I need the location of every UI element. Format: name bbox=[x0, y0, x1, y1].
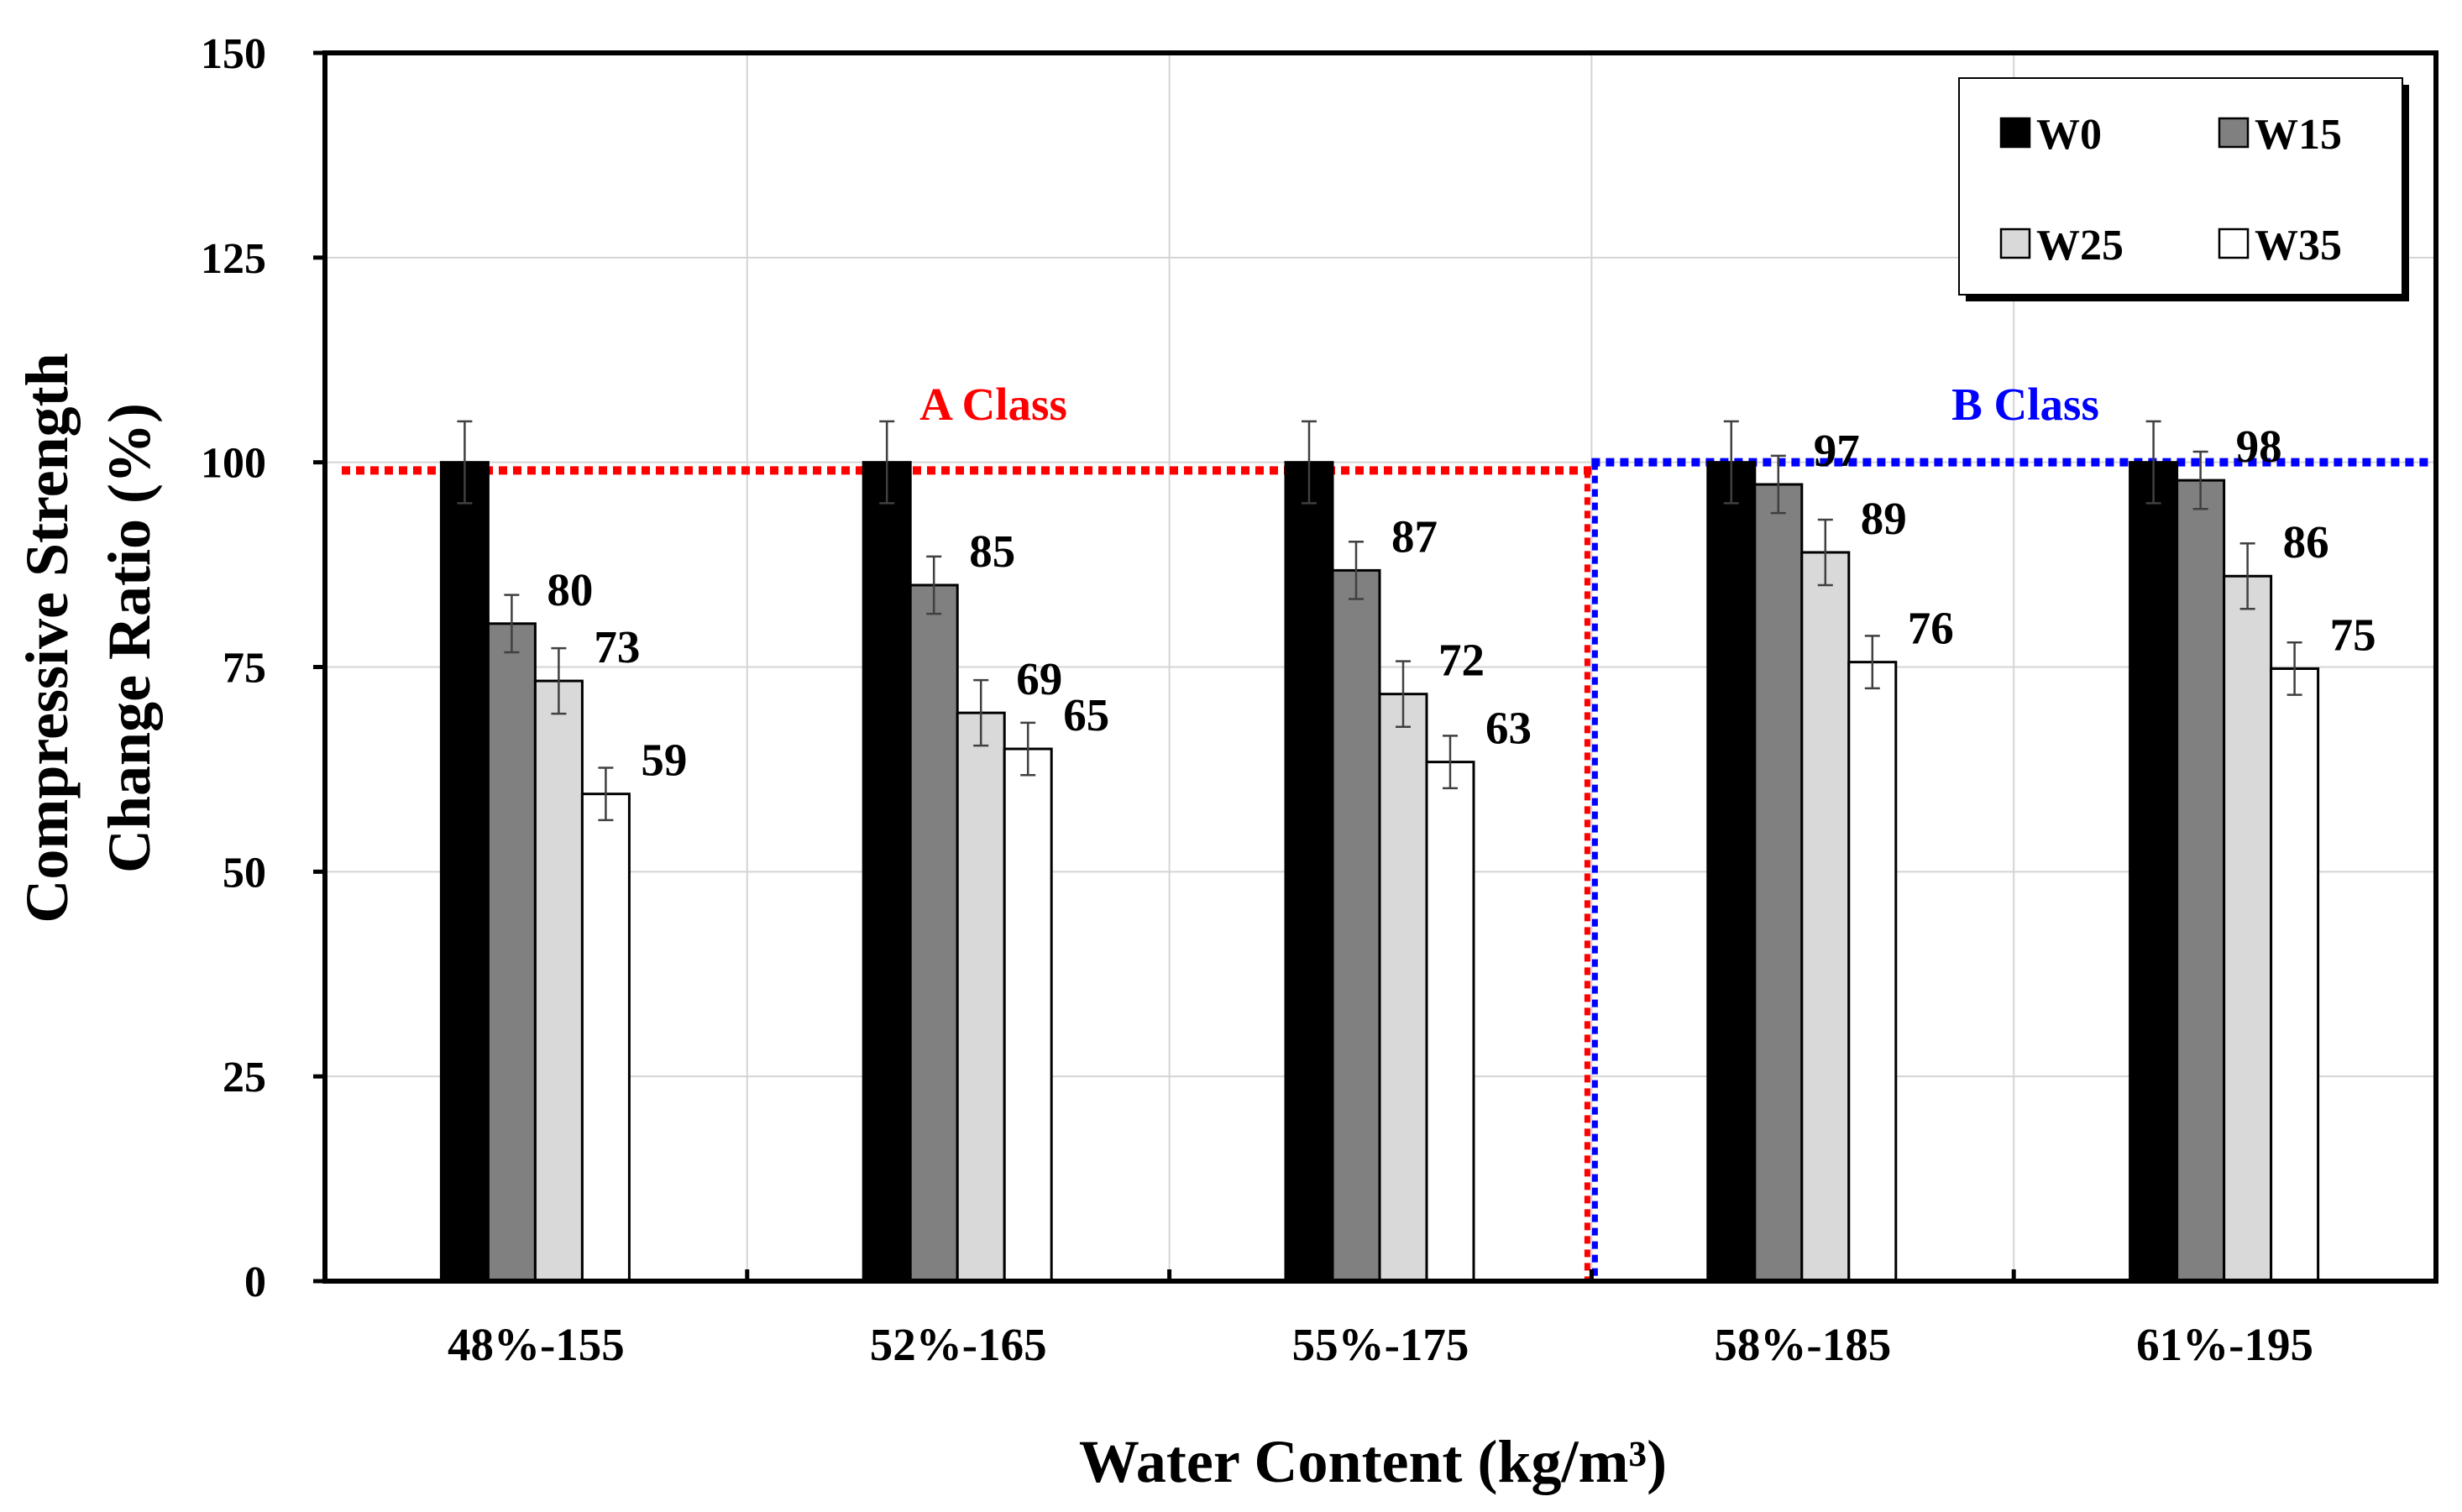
bar-w0 bbox=[439, 461, 490, 1283]
legend-label-w15: W15 bbox=[2255, 111, 2342, 159]
data-label-w35: 63 bbox=[1485, 703, 1532, 754]
y-axis-label-line2: Change Ratio (%) bbox=[96, 403, 163, 873]
bar-w35 bbox=[580, 793, 631, 1283]
reference-lines bbox=[342, 458, 2436, 1281]
axis-ticks bbox=[313, 50, 2016, 1284]
legend-swatch-w0 bbox=[1999, 117, 2031, 149]
data-label-w15: 85 bbox=[969, 526, 1015, 577]
x-tick-label: 52%-165 bbox=[870, 1319, 1047, 1370]
data-label-w35: 75 bbox=[2330, 609, 2376, 660]
x-tick-labels: 48%-155 52%-165 55%-175 58%-185 61%-195 bbox=[448, 1319, 2313, 1370]
y-tick-label: 100 bbox=[201, 440, 266, 488]
data-label-w25: 72 bbox=[1438, 635, 1485, 686]
data-label-w15: 97 bbox=[1814, 425, 1860, 476]
bar-w25 bbox=[533, 679, 584, 1283]
b-class-annotation: B Class bbox=[1951, 379, 2099, 430]
legend-box bbox=[1958, 77, 2403, 296]
data-label-w25: 69 bbox=[1016, 653, 1062, 704]
legend-swatch-w15 bbox=[2218, 117, 2250, 149]
y-tick-label: 0 bbox=[244, 1258, 266, 1306]
data-label-w35: 76 bbox=[1908, 603, 1954, 654]
x-axis-label: Water Content (kg/m³) bbox=[1079, 1428, 1667, 1495]
y-tick-label: 150 bbox=[201, 30, 266, 78]
legend-swatch-w25 bbox=[1999, 228, 2031, 259]
x-tick-label: 58%-185 bbox=[1714, 1319, 1891, 1370]
y-axis-label-line1: Compressive Strength bbox=[13, 353, 81, 923]
legend-label-w25: W25 bbox=[2036, 222, 2124, 269]
data-label-w25: 89 bbox=[1861, 493, 1907, 544]
x-tick-label: 61%-195 bbox=[2136, 1319, 2313, 1370]
bar-w35 bbox=[1425, 761, 1475, 1283]
y-tick-label: 50 bbox=[223, 849, 266, 897]
bar-w15 bbox=[486, 622, 537, 1283]
data-label-w15: 80 bbox=[547, 564, 593, 615]
bar-w0 bbox=[862, 461, 912, 1283]
bar-w0 bbox=[1706, 461, 1757, 1283]
data-label-w35: 59 bbox=[641, 735, 687, 786]
bar-w15 bbox=[1331, 568, 1381, 1283]
legend: W0 W15 W25 W35 bbox=[1958, 77, 2409, 301]
bar-w25 bbox=[1800, 551, 1851, 1283]
bar-w25 bbox=[1378, 693, 1428, 1283]
data-label-w35: 65 bbox=[1063, 689, 1109, 740]
bar-w15 bbox=[2176, 479, 2226, 1283]
bar-w35 bbox=[1847, 661, 1898, 1283]
bars bbox=[439, 461, 2320, 1283]
y-tick-label: 25 bbox=[223, 1054, 266, 1101]
bar-w0 bbox=[1284, 461, 1334, 1283]
y-tick-labels: 0 25 50 75 100 125 150 bbox=[201, 30, 266, 1306]
y-tick-label: 75 bbox=[223, 645, 266, 693]
data-labels: 80 85 87 97 98 73 69 72 89 86 59 65 63 76 75 bbox=[547, 421, 2376, 786]
data-label-w15: 87 bbox=[1391, 510, 1438, 562]
error-bars bbox=[457, 420, 2302, 822]
bar-w25 bbox=[2223, 574, 2273, 1283]
legend-label-w0: W0 bbox=[2036, 111, 2102, 159]
y-tick-label: 125 bbox=[201, 235, 266, 283]
legend-label-w35: W35 bbox=[2255, 222, 2342, 269]
legend-swatch-w35 bbox=[2218, 228, 2250, 259]
bar-w25 bbox=[956, 711, 1006, 1283]
x-tick-label: 55%-175 bbox=[1292, 1319, 1469, 1370]
data-label-w25: 86 bbox=[2283, 516, 2329, 568]
data-label-w15: 98 bbox=[2236, 421, 2282, 472]
bar-w35 bbox=[2270, 667, 2320, 1283]
x-tick-label: 48%-155 bbox=[448, 1319, 625, 1370]
bar-w15 bbox=[909, 583, 959, 1283]
bar-w15 bbox=[1753, 483, 1804, 1283]
bar-w35 bbox=[1003, 747, 1053, 1283]
data-label-w25: 73 bbox=[594, 621, 640, 672]
a-class-annotation: A Class bbox=[919, 379, 1067, 430]
bar-w0 bbox=[2129, 461, 2179, 1283]
